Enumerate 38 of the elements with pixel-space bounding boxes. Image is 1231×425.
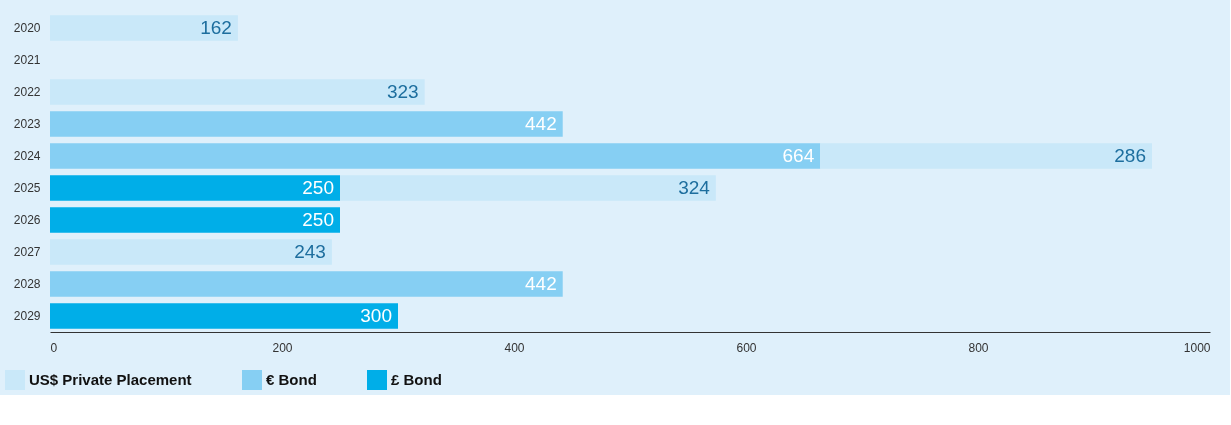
y-tick-label: 2029 bbox=[13, 309, 41, 323]
data-label: 162 bbox=[200, 17, 232, 38]
legend-label: € Bond bbox=[266, 371, 317, 388]
y-tick-label: 2025 bbox=[13, 181, 41, 195]
legend-label: £ Bond bbox=[391, 371, 442, 388]
data-label: 243 bbox=[294, 241, 326, 262]
x-tick-label: 400 bbox=[504, 340, 525, 355]
y-tick-label: 2028 bbox=[13, 277, 41, 291]
y-tick-label: 2024 bbox=[13, 149, 41, 163]
data-label: 442 bbox=[525, 113, 557, 134]
y-tick-label: 2021 bbox=[13, 53, 41, 67]
x-tick-label: 600 bbox=[736, 340, 757, 355]
bar bbox=[50, 303, 398, 329]
data-label: 324 bbox=[678, 177, 711, 198]
data-label: 286 bbox=[1114, 145, 1146, 166]
y-tick-label: 2026 bbox=[13, 213, 41, 227]
data-label: 250 bbox=[302, 177, 334, 198]
data-label: 250 bbox=[302, 209, 334, 230]
bar bbox=[50, 111, 563, 137]
bar bbox=[50, 271, 563, 297]
bar bbox=[50, 207, 340, 233]
x-tick-label: 1000 bbox=[1183, 340, 1211, 355]
y-tick-label: 2022 bbox=[13, 85, 41, 99]
x-tick-label: 800 bbox=[968, 340, 989, 355]
data-label: 442 bbox=[525, 273, 557, 294]
data-label: 300 bbox=[360, 305, 392, 326]
bar bbox=[340, 175, 716, 201]
x-tick-label: 200 bbox=[272, 340, 293, 355]
bar bbox=[50, 175, 340, 201]
data-label: 664 bbox=[782, 145, 815, 166]
legend-label: US$ Private Placement bbox=[29, 371, 192, 388]
bar bbox=[820, 143, 1152, 169]
data-label: 323 bbox=[386, 81, 419, 102]
x-tick-label: 0 bbox=[50, 340, 58, 355]
bar bbox=[50, 143, 821, 169]
y-tick-label: 2020 bbox=[13, 21, 41, 35]
y-tick-label: 2027 bbox=[13, 245, 41, 259]
y-tick-label: 2023 bbox=[13, 117, 41, 131]
